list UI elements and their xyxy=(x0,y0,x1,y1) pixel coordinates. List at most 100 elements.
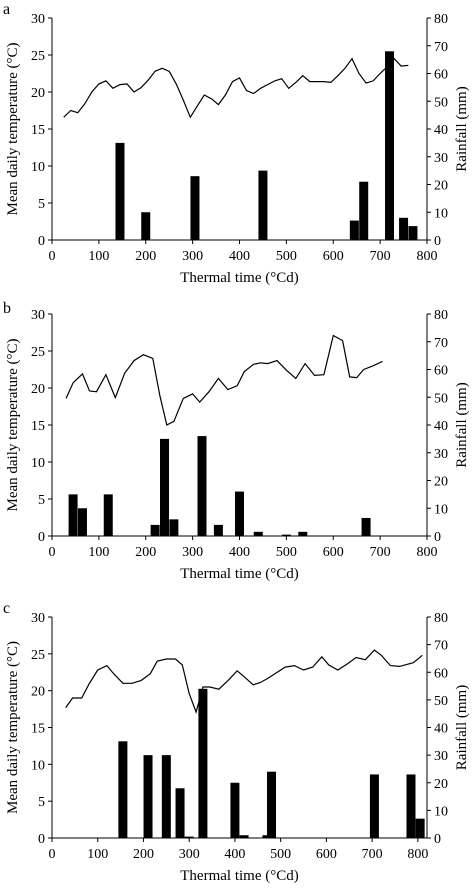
x-tick-label: 300 xyxy=(182,249,203,264)
panel-label: c xyxy=(3,600,10,617)
temperature-line xyxy=(63,57,409,119)
y-tick-label: 0 xyxy=(38,832,45,847)
y2-tick-label: 0 xyxy=(434,234,441,249)
y2-tick-label: 30 xyxy=(434,749,448,764)
y-tick-label: 15 xyxy=(31,123,45,138)
y2-axis-title: Rainfall (mm) xyxy=(454,86,470,171)
temperature-line xyxy=(65,334,383,426)
y2-tick-label: 60 xyxy=(434,68,448,83)
rainfall-bar xyxy=(213,524,223,536)
x-axis-title: Thermal time (°Cd) xyxy=(180,270,298,286)
y-tick-label: 10 xyxy=(31,758,45,773)
y-tick-label: 25 xyxy=(31,648,45,663)
rainfall-bar xyxy=(197,436,207,536)
rainfall-bar xyxy=(184,836,194,838)
x-tick-label: 600 xyxy=(323,249,344,264)
rainfall-bar xyxy=(349,220,359,240)
rainfall-bar xyxy=(415,818,425,838)
x-tick-label: 800 xyxy=(407,847,428,862)
x-tick-label: 100 xyxy=(87,847,108,862)
rainfall-bar xyxy=(262,835,272,838)
rainfall-bar xyxy=(150,524,160,536)
temperature-line xyxy=(65,649,423,714)
chart-panel-c: c0 100 200 300 400 500 600 700 80005101520253001… xyxy=(3,600,470,884)
rainfall-bar xyxy=(281,534,291,536)
rainfall-bar xyxy=(385,51,394,240)
x-tick-label: 600 xyxy=(323,545,344,560)
x-tick-label: 100 xyxy=(88,249,109,264)
y-axis-title: Mean daily temperature (°C) xyxy=(5,42,21,215)
rainfall-bar xyxy=(103,494,113,536)
rainfall-bar xyxy=(118,741,128,838)
chart-panel-b: b0 100 200 300 400 500 600 700 80005101520253001… xyxy=(3,300,470,582)
x-tick-label: 500 xyxy=(276,249,297,264)
y-axis-title: Mean daily temperature (°C) xyxy=(5,338,21,511)
x-tick-label: 100 xyxy=(88,545,109,560)
y2-tick-label: 80 xyxy=(434,611,448,626)
x-tick-label: 800 xyxy=(417,249,438,264)
y2-tick-label: 50 xyxy=(434,694,448,709)
rainfall-bar xyxy=(115,142,125,240)
x-tick-label: 400 xyxy=(229,249,250,264)
rainfall-bar xyxy=(169,519,179,536)
rainfall-bar xyxy=(258,170,268,240)
y2-tick-label: 50 xyxy=(434,95,448,110)
rainfall-bar xyxy=(143,755,153,838)
y-tick-label: 25 xyxy=(31,49,45,64)
y-axis-title: Mean daily temperature (°C) xyxy=(5,641,21,814)
rainfall-bar xyxy=(77,508,87,536)
y2-axis-title: Rainfall (mm) xyxy=(454,382,470,467)
y-tick-label: 5 xyxy=(38,197,45,212)
rainfall-bar xyxy=(141,212,151,240)
x-tick-label: 700 xyxy=(370,545,391,560)
rainfall-bar xyxy=(239,835,249,838)
y2-tick-label: 30 xyxy=(434,447,448,462)
rainfall-bar xyxy=(298,531,308,536)
x-tick-label: 0 xyxy=(49,847,56,862)
y2-tick-label: 50 xyxy=(434,391,448,406)
y-tick-label: 10 xyxy=(31,456,45,471)
y2-tick-label: 20 xyxy=(434,179,448,194)
rainfall-bar xyxy=(369,774,379,838)
x-tick-label: 600 xyxy=(316,847,337,862)
x-tick-label: 200 xyxy=(135,249,156,264)
x-tick-label: 200 xyxy=(135,545,156,560)
x-tick-label: 0 xyxy=(49,249,56,264)
y-tick-label: 20 xyxy=(31,685,45,700)
x-tick-label: 800 xyxy=(417,545,438,560)
y2-tick-label: 40 xyxy=(434,722,448,737)
rainfall-bar xyxy=(406,774,416,838)
rainfall-bar xyxy=(267,771,277,838)
y-tick-label: 5 xyxy=(38,493,45,508)
y2-tick-label: 20 xyxy=(434,475,448,490)
y-tick-label: 20 xyxy=(31,382,45,397)
y2-tick-label: 40 xyxy=(434,123,448,138)
x-tick-label: 400 xyxy=(229,545,250,560)
y-tick-label: 15 xyxy=(31,722,45,737)
y2-tick-label: 60 xyxy=(434,364,448,379)
y2-axis-title: Rainfall (mm) xyxy=(454,685,470,770)
rainfall-bar xyxy=(235,491,244,536)
y-tick-label: 15 xyxy=(31,419,45,434)
y-tick-label: 30 xyxy=(31,12,45,27)
y-tick-label: 10 xyxy=(31,160,45,175)
rainfall-bar xyxy=(175,788,185,838)
y2-tick-label: 20 xyxy=(434,777,448,792)
x-axis-title: Thermal time (°Cd) xyxy=(180,566,298,582)
x-tick-label: 400 xyxy=(224,847,245,862)
x-tick-label: 700 xyxy=(362,847,383,862)
x-tick-label: 300 xyxy=(182,545,203,560)
rainfall-bar xyxy=(408,226,418,240)
y2-tick-label: 0 xyxy=(434,832,441,847)
rainfall-bar xyxy=(361,517,371,536)
y2-tick-label: 40 xyxy=(434,419,448,434)
y2-tick-label: 30 xyxy=(434,151,448,166)
rainfall-bar xyxy=(399,217,409,240)
rainfall-bar xyxy=(161,755,171,838)
x-tick-label: 200 xyxy=(133,847,154,862)
x-tick-label: 300 xyxy=(179,847,200,862)
y2-tick-label: 80 xyxy=(434,12,448,27)
rainfall-bar xyxy=(190,176,200,240)
x-tick-label: 700 xyxy=(370,249,391,264)
